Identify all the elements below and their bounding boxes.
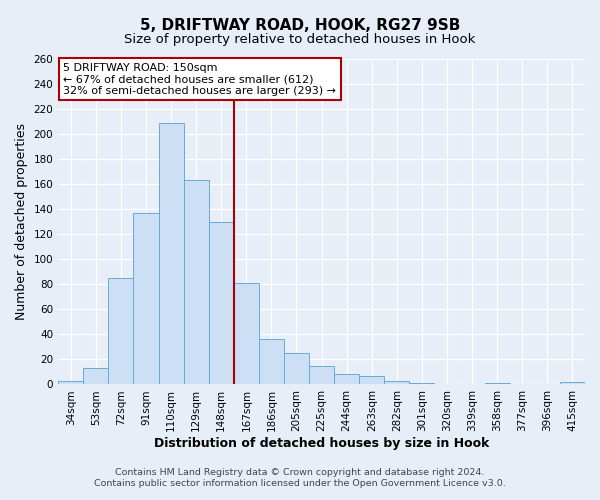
Bar: [309, 366, 334, 384]
Text: 5, DRIFTWAY ROAD, HOOK, RG27 9SB: 5, DRIFTWAY ROAD, HOOK, RG27 9SB: [140, 18, 460, 32]
Bar: [485, 383, 510, 384]
Bar: [334, 374, 359, 384]
Text: 5 DRIFTWAY ROAD: 150sqm
← 67% of detached houses are smaller (612)
32% of semi-d: 5 DRIFTWAY ROAD: 150sqm ← 67% of detache…: [63, 63, 336, 96]
Bar: [259, 340, 284, 384]
X-axis label: Distribution of detached houses by size in Hook: Distribution of detached houses by size …: [154, 437, 489, 450]
Bar: [133, 213, 158, 384]
Y-axis label: Number of detached properties: Number of detached properties: [15, 123, 28, 320]
Bar: [209, 222, 234, 384]
Bar: [234, 283, 259, 384]
Bar: [560, 382, 585, 384]
Bar: [359, 376, 385, 384]
Bar: [385, 380, 409, 384]
Bar: [109, 278, 133, 384]
Bar: [284, 353, 309, 384]
Bar: [184, 180, 209, 384]
Bar: [83, 368, 109, 384]
Bar: [409, 383, 434, 384]
Bar: [158, 123, 184, 384]
Text: Contains HM Land Registry data © Crown copyright and database right 2024.
Contai: Contains HM Land Registry data © Crown c…: [94, 468, 506, 487]
Text: Size of property relative to detached houses in Hook: Size of property relative to detached ho…: [124, 32, 476, 46]
Bar: [58, 380, 83, 384]
